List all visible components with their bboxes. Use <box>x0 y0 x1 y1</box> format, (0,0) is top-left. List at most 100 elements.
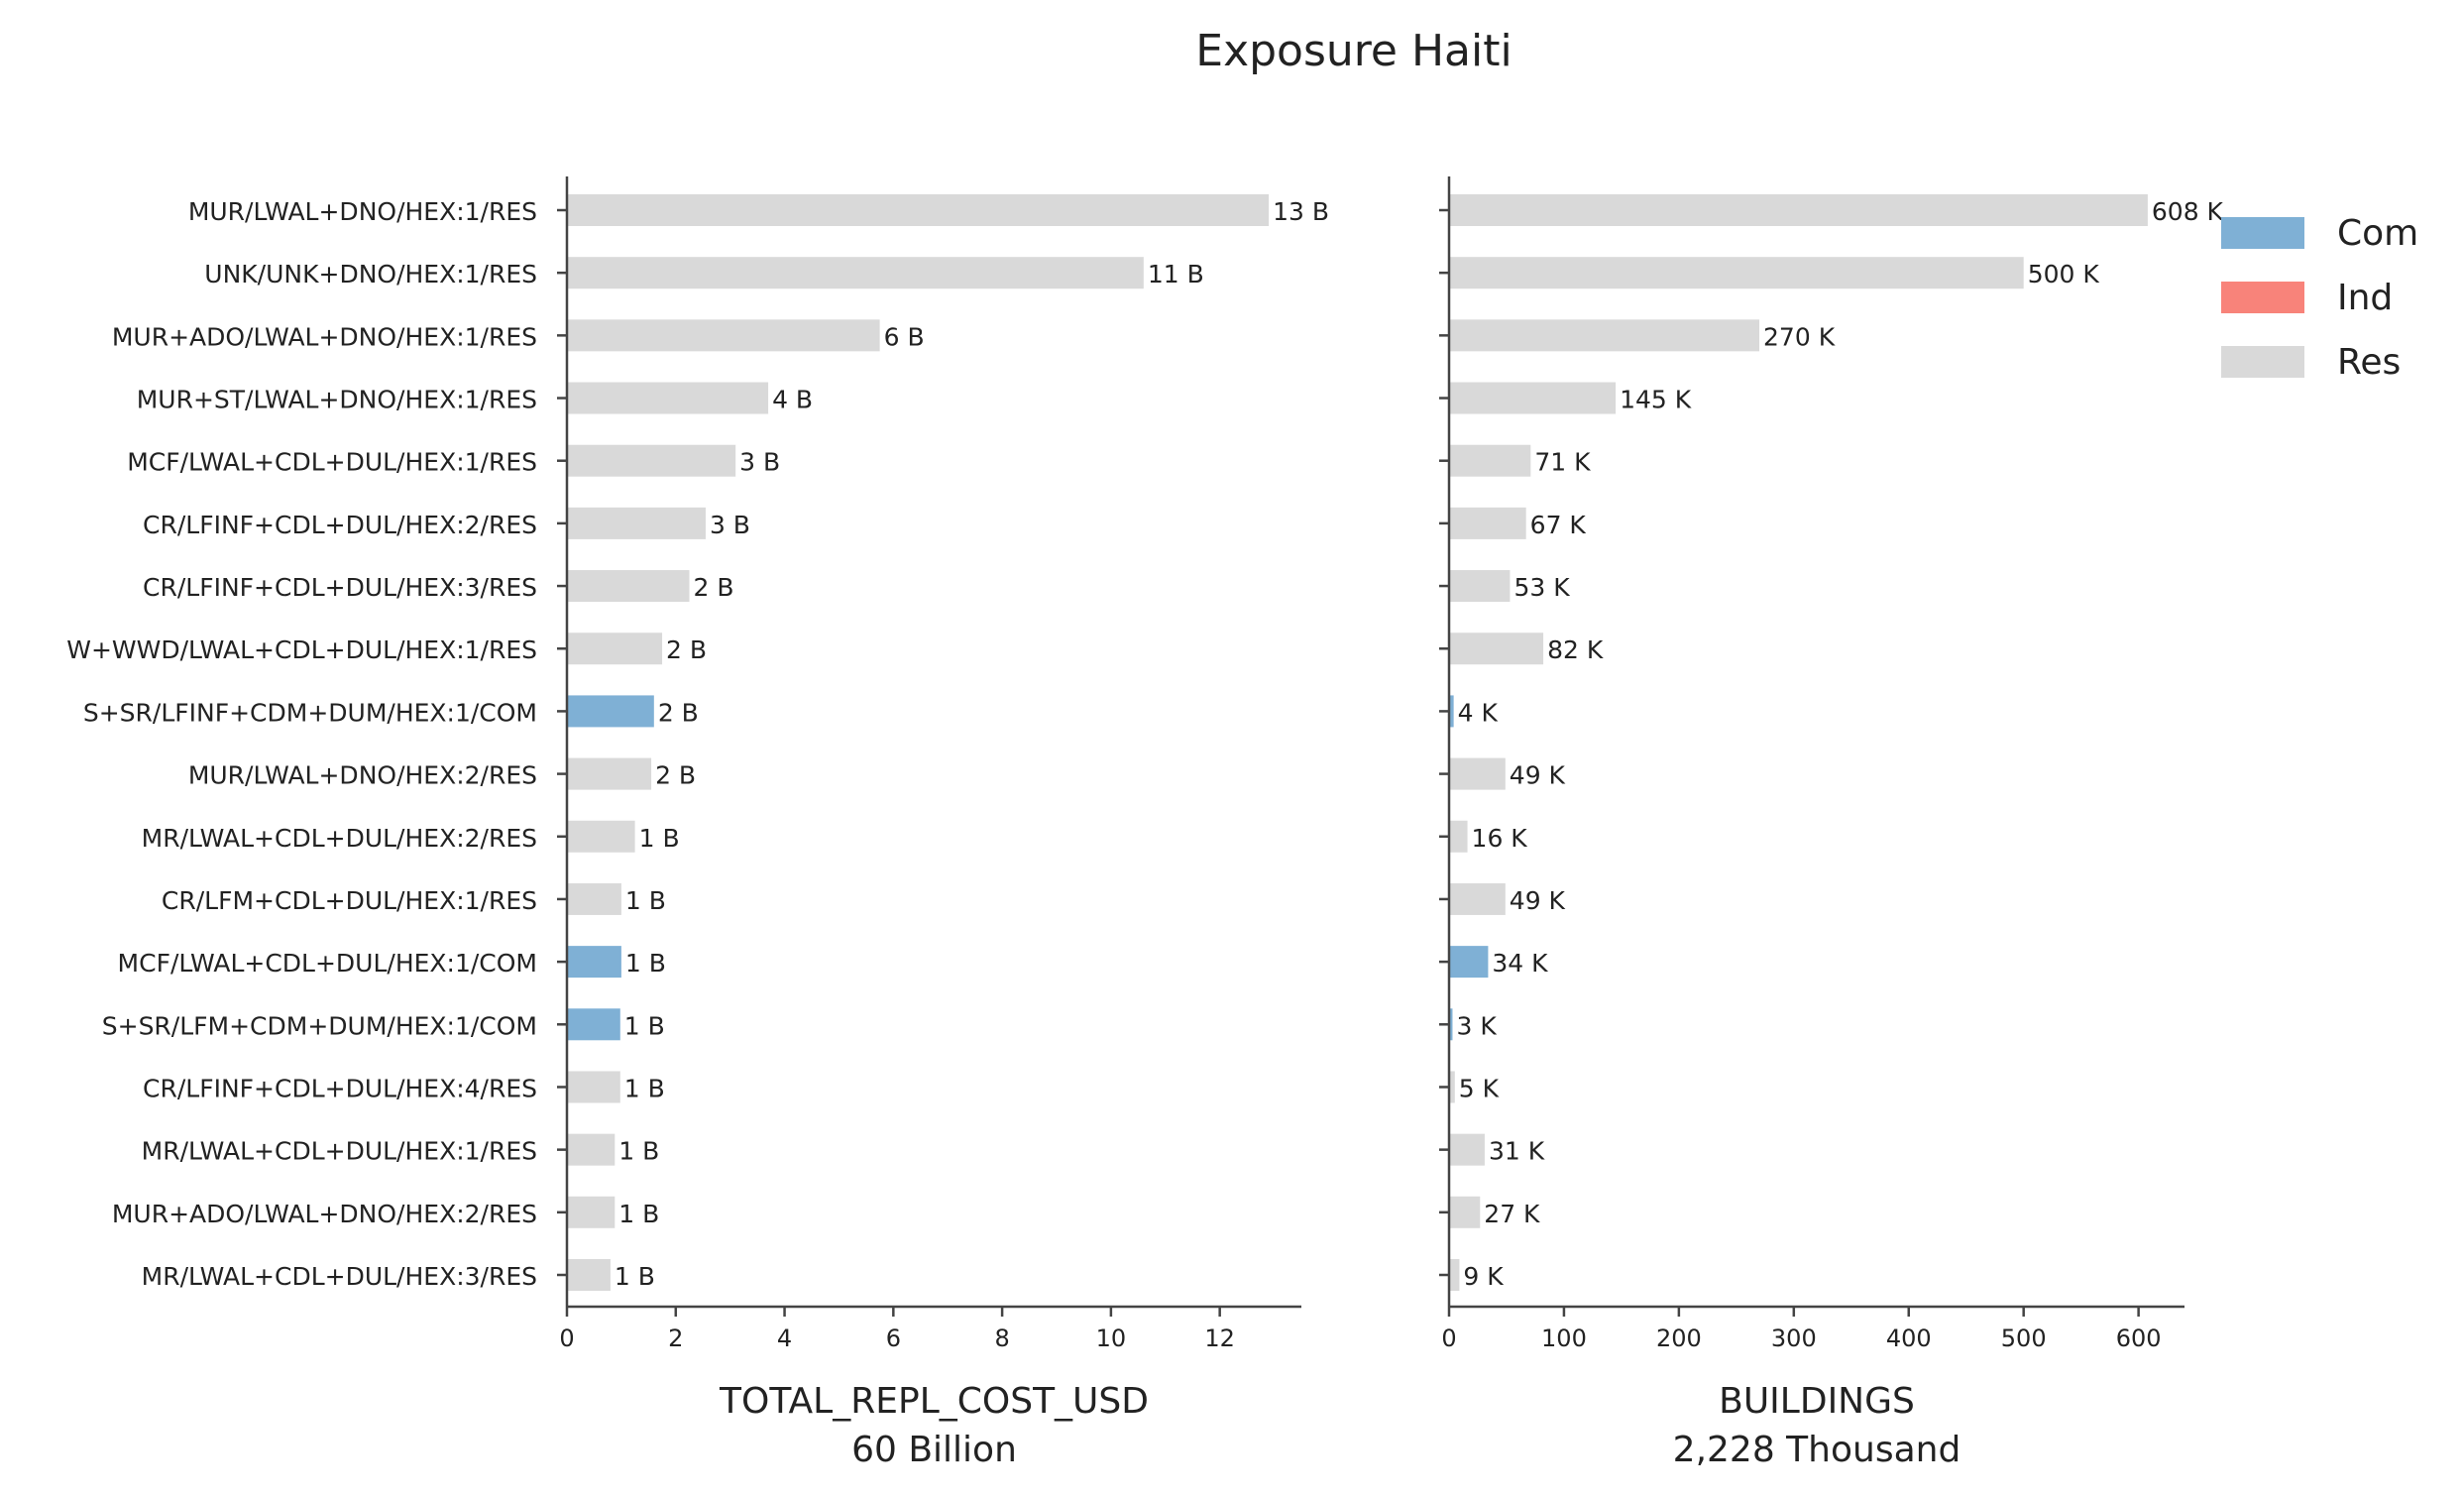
bar-1-17 <box>567 1196 616 1228</box>
bar-1-7 <box>567 570 690 603</box>
data-label-1-12: 1 B <box>625 886 666 915</box>
category-label-14: S+SR/LFM+CDM+DUM/HEX:1/COM <box>102 1011 537 1040</box>
data-label-2-8: 82 K <box>1547 635 1604 664</box>
category-label-8: W+WWD/LWAL+CDL+DUL/HEX:1/RES <box>66 635 537 664</box>
category-label-2: UNK/UNK+DNO/HEX:1/RES <box>204 260 537 288</box>
bar-1-8 <box>567 633 663 665</box>
category-label-10: MUR/LWAL+DNO/HEX:2/RES <box>188 761 537 790</box>
category-label-18: MR/LWAL+CDL+DUL/HEX:3/RES <box>142 1262 537 1291</box>
data-label-1-9: 2 B <box>658 698 699 727</box>
bar-1-12 <box>567 882 621 915</box>
data-label-2-14: 3 K <box>1456 1011 1497 1040</box>
data-label-1-7: 2 B <box>694 573 734 602</box>
data-label-2-1: 608 K <box>2152 197 2224 226</box>
bar-2-3 <box>1449 319 1760 352</box>
bar-1-10 <box>567 757 652 790</box>
data-label-2-13: 34 K <box>1492 949 1548 978</box>
category-label-16: MR/LWAL+CDL+DUL/HEX:1/RES <box>142 1137 537 1166</box>
data-label-2-10: 49 K <box>1510 761 1566 790</box>
data-label-2-15: 5 K <box>1459 1074 1500 1102</box>
category-label-17: MUR+ADO/LWAL+DNO/HEX:2/RES <box>112 1200 537 1228</box>
x-tick-label-1-3: 4 <box>777 1325 792 1352</box>
bar-2-12 <box>1449 882 1506 915</box>
data-label-2-6: 67 K <box>1530 511 1587 539</box>
bar-1-4 <box>567 382 769 414</box>
bar-2-6 <box>1449 507 1526 539</box>
data-label-1-6: 3 B <box>710 511 750 539</box>
x-axis-sublabel-1: 60 Billion <box>851 1430 1017 1470</box>
data-label-2-17: 27 K <box>1484 1200 1540 1228</box>
bar-1-1 <box>567 194 1270 226</box>
x-tick-label-2-4: 300 <box>1771 1325 1817 1352</box>
x-tick-label-1-4: 6 <box>886 1325 901 1352</box>
x-axis-label-2: BUILDINGS <box>1719 1381 1915 1422</box>
data-label-1-8: 2 B <box>666 635 707 664</box>
data-label-2-3: 270 K <box>1763 322 1836 351</box>
panel-1: 13 B MUR/LWAL+DNO/HEX:1/RES 11 B UNK/UNK+DN… <box>66 176 1329 1470</box>
x-tick-label-1-2: 2 <box>668 1325 683 1352</box>
x-tick-label-2-2: 100 <box>1541 1325 1587 1352</box>
data-label-1-1: 13 B <box>1273 197 1329 226</box>
x-tick-label-1-1: 0 <box>559 1325 574 1352</box>
bar-2-9 <box>1449 695 1454 728</box>
category-label-13: MCF/LWAL+CDL+DUL/HEX:1/COM <box>118 949 537 978</box>
data-label-1-2: 11 B <box>1148 260 1204 288</box>
bar-1-9 <box>567 695 654 728</box>
data-label-1-11: 1 B <box>639 824 680 853</box>
category-label-9: S+SR/LFINF+CDM+DUM/HEX:1/COM <box>83 698 537 727</box>
bar-1-11 <box>567 820 635 853</box>
x-tick-label-2-5: 400 <box>1886 1325 1932 1352</box>
x-axis-sublabel-2: 2,228 Thousand <box>1673 1430 1961 1470</box>
data-label-1-13: 1 B <box>625 949 666 978</box>
bar-2-2 <box>1449 257 2024 289</box>
data-label-2-4: 145 K <box>1620 386 1692 414</box>
bar-2-18 <box>1449 1259 1460 1291</box>
category-label-3: MUR+ADO/LWAL+DNO/HEX:1/RES <box>112 322 537 351</box>
category-label-12: CR/LFM+CDL+DUL/HEX:1/RES <box>162 886 537 915</box>
data-label-2-12: 49 K <box>1510 886 1566 915</box>
category-label-6: CR/LFINF+CDL+DUL/HEX:2/RES <box>143 511 537 539</box>
legend-swatch-res <box>2221 346 2304 378</box>
data-label-1-5: 3 B <box>739 448 780 477</box>
data-label-1-17: 1 B <box>618 1200 659 1228</box>
x-tick-label-2-7: 600 <box>2116 1325 2162 1352</box>
panels-group: 13 B MUR/LWAL+DNO/HEX:1/RES 11 B UNK/UNK+DN… <box>66 176 2224 1470</box>
bar-1-18 <box>567 1259 611 1291</box>
bar-2-15 <box>1449 1071 1455 1103</box>
chart-title: Exposure Haiti <box>1195 26 1512 76</box>
bar-1-6 <box>567 507 706 539</box>
data-label-2-9: 4 K <box>1458 698 1499 727</box>
data-label-1-4: 4 B <box>772 386 813 414</box>
x-axis-label-1: TOTAL_REPL_COST_USD <box>719 1381 1149 1422</box>
bar-2-11 <box>1449 820 1468 853</box>
bar-1-16 <box>567 1133 616 1166</box>
x-tick-label-1-5: 8 <box>994 1325 1009 1352</box>
data-label-2-18: 9 K <box>1463 1262 1504 1291</box>
bar-2-8 <box>1449 633 1544 665</box>
bar-1-13 <box>567 946 621 979</box>
bar-2-5 <box>1449 444 1531 477</box>
bar-1-14 <box>567 1008 620 1041</box>
legend-swatch-com <box>2221 217 2304 249</box>
data-label-2-11: 16 K <box>1472 824 1528 853</box>
data-label-1-18: 1 B <box>615 1262 655 1291</box>
category-label-1: MUR/LWAL+DNO/HEX:1/RES <box>188 197 537 226</box>
bar-2-4 <box>1449 382 1617 414</box>
bar-1-15 <box>567 1071 620 1103</box>
legend-label-com: Com <box>2337 213 2418 254</box>
category-label-7: CR/LFINF+CDL+DUL/HEX:3/RES <box>143 573 537 602</box>
category-label-4: MUR+ST/LWAL+DNO/HEX:1/RES <box>137 386 537 414</box>
x-tick-label-1-6: 10 <box>1096 1325 1127 1352</box>
bar-2-14 <box>1449 1008 1453 1041</box>
legend-label-res: Res <box>2337 342 2401 383</box>
data-label-1-15: 1 B <box>624 1074 665 1102</box>
data-label-1-10: 2 B <box>655 761 696 790</box>
bar-2-17 <box>1449 1196 1481 1228</box>
x-tick-label-2-1: 0 <box>1441 1325 1456 1352</box>
data-label-2-5: 71 K <box>1534 448 1591 477</box>
x-tick-label-2-6: 500 <box>2001 1325 2047 1352</box>
data-label-1-3: 6 B <box>884 322 925 351</box>
bar-1-2 <box>567 257 1144 289</box>
legend: Com Ind Res <box>2221 213 2418 383</box>
